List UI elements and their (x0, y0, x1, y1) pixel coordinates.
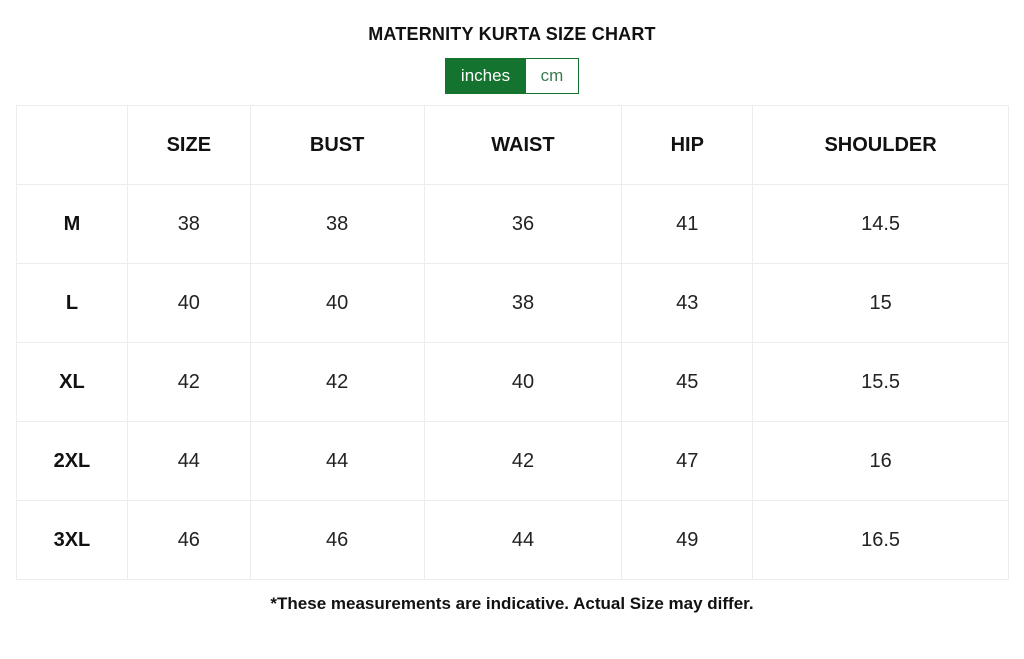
table-cell: 44 (423, 500, 623, 580)
table-cell: 16 (752, 421, 1009, 501)
column-header: SIZE (126, 105, 251, 185)
row-label: XL (16, 342, 128, 422)
table-row: 2XL 44 44 42 47 16 (16, 421, 1009, 501)
table-cell: 38 (249, 184, 425, 264)
table-header-row: SIZE BUST WAIST HIP SHOULDER (16, 105, 1009, 185)
row-label: 3XL (16, 500, 128, 580)
size-chart-table: SIZE BUST WAIST HIP SHOULDER M 38 38 36 41 14.5 L 4… (16, 105, 1009, 580)
table-cell: 43 (621, 263, 754, 343)
column-header: WAIST (423, 105, 623, 185)
table-row: M 38 38 36 41 14.5 (16, 184, 1009, 264)
unit-toggle: inches cm (445, 58, 579, 94)
column-header (16, 105, 128, 185)
table-cell: 47 (621, 421, 754, 501)
table-cell: 16.5 (752, 500, 1009, 580)
row-label: L (16, 263, 128, 343)
table-cell: 46 (126, 500, 251, 580)
disclaimer-note: *These measurements are indicative. Actu… (270, 594, 754, 613)
table-row: 3XL 46 46 44 49 16.5 (16, 500, 1009, 580)
row-label: 2XL (16, 421, 128, 501)
table-cell: 44 (249, 421, 425, 501)
table-cell: 38 (423, 263, 623, 343)
table-cell: 15.5 (752, 342, 1009, 422)
table-cell: 40 (249, 263, 425, 343)
table-cell: 14.5 (752, 184, 1009, 264)
table-cell: 45 (621, 342, 754, 422)
table-row: XL 42 42 40 45 15.5 (16, 342, 1009, 422)
unit-cm-button[interactable]: cm (526, 58, 579, 94)
row-label: M (16, 184, 128, 264)
table-row: L 40 40 38 43 15 (16, 263, 1009, 343)
table-cell: 38 (126, 184, 251, 264)
table-cell: 44 (126, 421, 251, 501)
table-cell: 42 (249, 342, 425, 422)
page-title: MATERNITY KURTA SIZE CHART (368, 24, 656, 44)
table-cell: 36 (423, 184, 623, 264)
table-cell: 42 (126, 342, 251, 422)
table-cell: 46 (249, 500, 425, 580)
column-header: HIP (621, 105, 754, 185)
table-cell: 42 (423, 421, 623, 501)
column-header: BUST (249, 105, 425, 185)
unit-inches-button[interactable]: inches (445, 58, 526, 94)
table-cell: 15 (752, 263, 1009, 343)
table-cell: 40 (126, 263, 251, 343)
table-cell: 41 (621, 184, 754, 264)
column-header: SHOULDER (752, 105, 1009, 185)
table-cell: 40 (423, 342, 623, 422)
table-cell: 49 (621, 500, 754, 580)
